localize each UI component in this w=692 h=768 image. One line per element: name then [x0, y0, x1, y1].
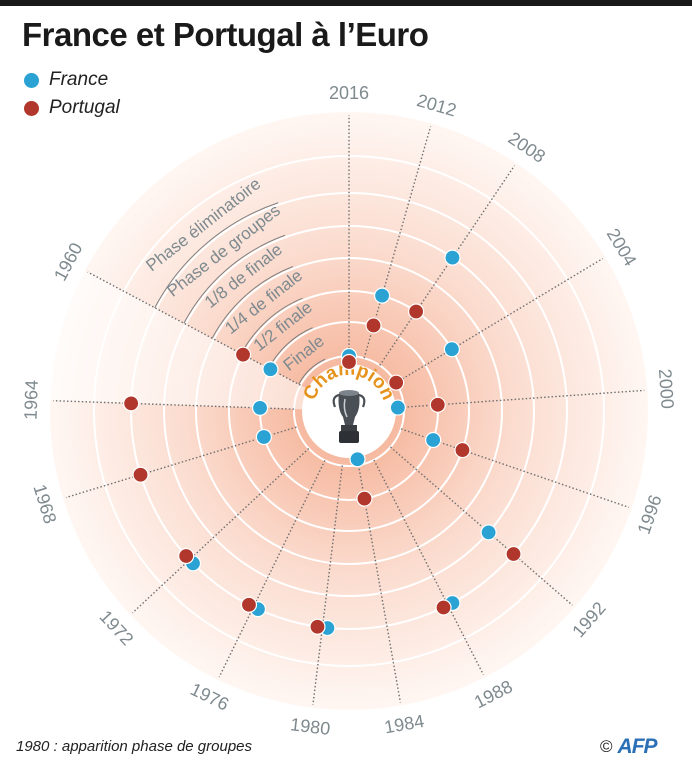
france-point-1960 [262, 361, 279, 378]
year-label-2000: 2000 [655, 368, 678, 409]
year-label-2016: 2016 [329, 83, 369, 103]
ring-outer [48, 110, 650, 712]
top-rule [0, 0, 692, 6]
portugal-point-1972 [178, 547, 195, 565]
portugal-point-1960 [234, 346, 252, 363]
portugal-point-2016 [340, 353, 358, 371]
round-guide-6 [154, 202, 279, 308]
year-label-1968: 1968 [29, 482, 60, 526]
portugal-point-2004 [388, 374, 405, 391]
spoke-2004 [395, 257, 604, 384]
spoke-1988 [373, 459, 485, 676]
france-point-2004 [443, 341, 460, 358]
year-label-1980: 1980 [289, 714, 331, 739]
spoke-1964 [53, 399, 295, 410]
legend-label-france: France [49, 69, 109, 90]
spoke-1996 [400, 428, 630, 509]
france-point-1996 [425, 431, 442, 449]
spoke-2000 [403, 389, 645, 408]
portugal-point-2008 [408, 303, 425, 320]
round-guide-5 [183, 234, 286, 324]
spoke-1984 [357, 465, 402, 703]
spoke-1972 [132, 447, 310, 614]
spoke-1960 [87, 271, 301, 386]
ring-4 [195, 257, 503, 565]
legend: France Portugal [24, 66, 120, 122]
france-point-2012 [373, 287, 391, 304]
spoke-2008 [379, 165, 516, 366]
round-guide-1 [298, 358, 326, 385]
france-point-2000 [389, 399, 406, 416]
credit: © AFP [600, 735, 658, 759]
year-label-2012: 2012 [415, 90, 459, 120]
spoke-1992 [390, 446, 573, 606]
afp-logo: AFP [617, 735, 658, 758]
spoke-1976 [218, 460, 326, 678]
portugal-point-1992 [505, 545, 522, 563]
france-point-2008 [444, 249, 461, 266]
portugal-point-2012 [365, 317, 382, 334]
france-point-1984 [349, 451, 366, 468]
year-label-1996: 1996 [634, 492, 666, 536]
legend-item-france: France [24, 66, 120, 94]
round-guide-4 [211, 266, 294, 339]
legend-label-portugal: Portugal [49, 97, 120, 118]
portugal-point-2000 [429, 396, 446, 413]
france-point-1964 [251, 399, 269, 416]
year-label-1964: 1964 [21, 380, 42, 421]
portugal-point-1968 [132, 466, 149, 483]
page-title: France et Portugal à l’Euro [22, 16, 429, 53]
portugal-point-1996 [454, 441, 471, 459]
france-point-1968 [255, 428, 272, 446]
portugal-point-1980 [309, 618, 326, 635]
france-marker-icon [24, 72, 39, 88]
portugal-point-1988 [435, 599, 452, 616]
spoke-2012 [363, 126, 432, 359]
portugal-point-1976 [240, 596, 258, 613]
trophy-icon [332, 390, 366, 443]
footnote: 1980 : apparition phase de groupes [16, 738, 253, 755]
copyright-symbol: © [600, 737, 613, 756]
ring-3 [228, 290, 470, 532]
portugal-point-1964 [123, 395, 140, 412]
legend-item-portugal: Portugal [24, 94, 120, 122]
spoke-1968 [65, 426, 297, 499]
spoke-1980 [312, 465, 343, 705]
france-point-1992 [480, 524, 497, 541]
portugal-point-1984 [356, 490, 373, 507]
round-guide-3 [240, 297, 303, 354]
year-label-1984: 1984 [383, 711, 426, 738]
portugal-marker-icon [24, 100, 39, 116]
